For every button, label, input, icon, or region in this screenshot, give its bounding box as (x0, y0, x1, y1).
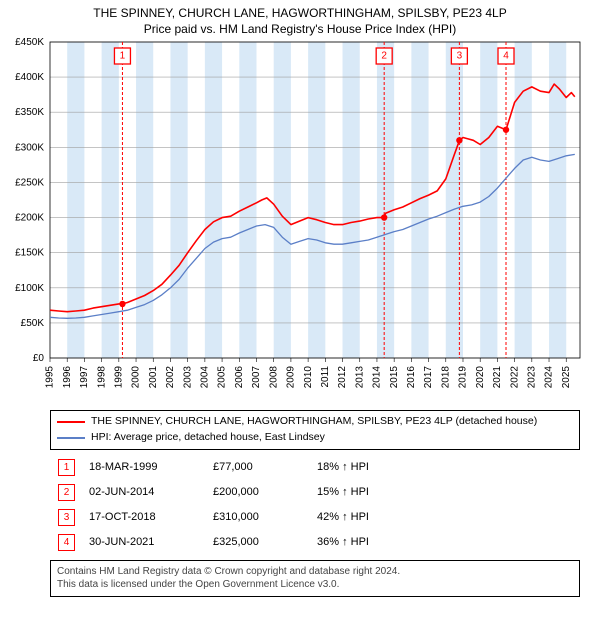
table-row: 4 30-JUN-2021£325,00036% ↑ HPI (52, 531, 375, 554)
svg-text:1997: 1997 (79, 366, 90, 389)
legend-row-hpi: HPI: Average price, detached house, East… (57, 430, 573, 446)
sale-marker-box: 3 (58, 509, 75, 526)
svg-text:£250K: £250K (15, 177, 44, 188)
svg-text:2010: 2010 (303, 366, 314, 389)
sale-marker-box: 2 (58, 484, 75, 501)
chart-titles: THE SPINNEY, CHURCH LANE, HAGWORTHINGHAM… (0, 0, 600, 36)
svg-text:1998: 1998 (96, 366, 107, 389)
svg-text:3: 3 (457, 51, 463, 62)
svg-text:1996: 1996 (62, 366, 73, 389)
sale-date: 30-JUN-2021 (83, 531, 205, 554)
svg-text:2008: 2008 (268, 366, 279, 389)
svg-text:2012: 2012 (337, 366, 348, 389)
sale-delta: 18% ↑ HPI (311, 456, 375, 479)
svg-text:£300K: £300K (15, 142, 44, 153)
footer-line-2: This data is licensed under the Open Gov… (57, 578, 573, 592)
svg-text:2013: 2013 (354, 366, 365, 389)
svg-text:2002: 2002 (165, 366, 176, 389)
legend: THE SPINNEY, CHURCH LANE, HAGWORTHINGHAM… (50, 410, 580, 450)
svg-text:1995: 1995 (45, 366, 56, 389)
svg-text:2019: 2019 (458, 366, 469, 389)
svg-text:2018: 2018 (440, 366, 451, 389)
svg-text:4: 4 (503, 51, 509, 62)
svg-text:2004: 2004 (200, 366, 211, 389)
svg-text:2023: 2023 (526, 366, 537, 389)
svg-text:2: 2 (381, 51, 387, 62)
table-row: 2 02-JUN-2014£200,00015% ↑ HPI (52, 481, 375, 504)
svg-text:2014: 2014 (372, 366, 383, 389)
svg-text:2015: 2015 (389, 366, 400, 389)
legend-row-property: THE SPINNEY, CHURCH LANE, HAGWORTHINGHAM… (57, 414, 573, 430)
legend-label-property: THE SPINNEY, CHURCH LANE, HAGWORTHINGHAM… (91, 414, 537, 430)
svg-text:2000: 2000 (131, 366, 142, 389)
legend-swatch-property (57, 421, 85, 423)
title-subtitle: Price paid vs. HM Land Registry's House … (0, 22, 600, 36)
sales-table: 1 18-MAR-1999£77,00018% ↑ HPI 2 02-JUN-2014… (50, 454, 377, 556)
sale-price: £325,000 (207, 531, 309, 554)
svg-text:2020: 2020 (475, 366, 486, 389)
sale-price: £77,000 (207, 456, 309, 479)
svg-text:£400K: £400K (15, 72, 44, 83)
svg-text:£350K: £350K (15, 107, 44, 118)
svg-text:2024: 2024 (544, 366, 555, 389)
line-chart-svg: £0 £50K £100K £150K £200K £250K £300K £350K £400… (0, 36, 600, 406)
svg-text:2001: 2001 (148, 366, 159, 389)
svg-text:2017: 2017 (423, 366, 434, 389)
svg-text:2006: 2006 (234, 366, 245, 389)
svg-text:2022: 2022 (509, 366, 520, 389)
sale-delta: 36% ↑ HPI (311, 531, 375, 554)
svg-text:2011: 2011 (320, 366, 331, 388)
table-row: 3 17-OCT-2018£310,00042% ↑ HPI (52, 506, 375, 529)
sale-date: 18-MAR-1999 (83, 456, 205, 479)
svg-text:2005: 2005 (217, 366, 228, 389)
table-row: 1 18-MAR-1999£77,00018% ↑ HPI (52, 456, 375, 479)
sale-date: 17-OCT-2018 (83, 506, 205, 529)
svg-text:£0: £0 (33, 353, 45, 364)
svg-text:2016: 2016 (406, 366, 417, 389)
svg-text:£50K: £50K (21, 318, 45, 329)
svg-text:£100K: £100K (15, 283, 44, 294)
svg-text:1999: 1999 (113, 366, 124, 389)
title-address: THE SPINNEY, CHURCH LANE, HAGWORTHINGHAM… (0, 6, 600, 20)
sale-price: £310,000 (207, 506, 309, 529)
svg-text:£200K: £200K (15, 213, 44, 224)
svg-text:2025: 2025 (561, 366, 572, 389)
chart-area: £0 £50K £100K £150K £200K £250K £300K £350K £400… (0, 36, 600, 406)
sale-delta: 15% ↑ HPI (311, 481, 375, 504)
footer-line-1: Contains HM Land Registry data © Crown c… (57, 565, 573, 579)
svg-text:2003: 2003 (182, 366, 193, 389)
svg-text:£450K: £450K (15, 37, 44, 48)
sale-delta: 42% ↑ HPI (311, 506, 375, 529)
attribution-footer: Contains HM Land Registry data © Crown c… (50, 560, 580, 597)
sale-marker-box: 1 (58, 459, 75, 476)
svg-text:2009: 2009 (286, 366, 297, 389)
svg-text:£150K: £150K (15, 248, 44, 259)
svg-text:1: 1 (120, 51, 126, 62)
sale-date: 02-JUN-2014 (83, 481, 205, 504)
sale-marker-box: 4 (58, 534, 75, 551)
legend-label-hpi: HPI: Average price, detached house, East… (91, 430, 325, 446)
sale-price: £200,000 (207, 481, 309, 504)
svg-text:2007: 2007 (251, 366, 262, 389)
svg-text:2021: 2021 (492, 366, 503, 389)
legend-swatch-hpi (57, 437, 85, 439)
